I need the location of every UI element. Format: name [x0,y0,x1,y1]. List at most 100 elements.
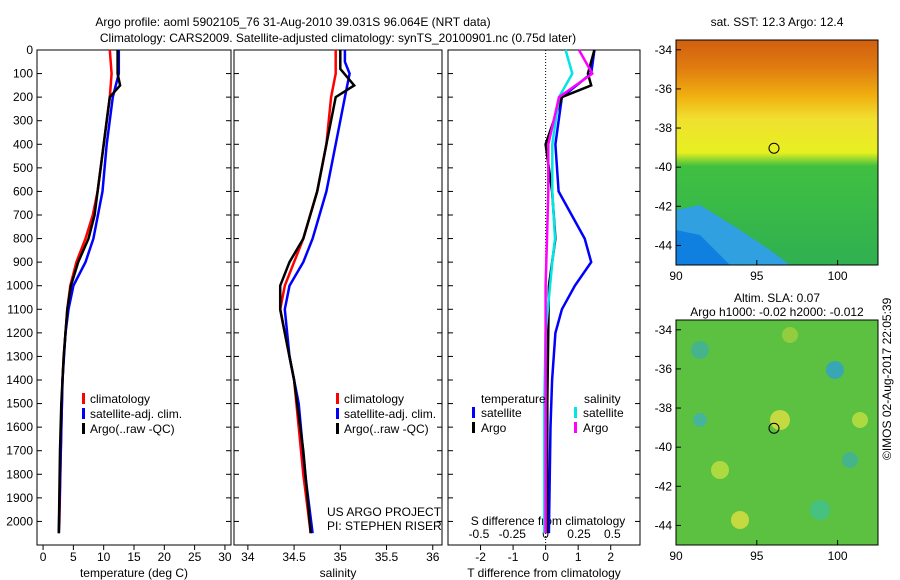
plot-frame [36,49,232,546]
plot-frame [447,49,641,546]
series-satellite [283,50,351,534]
lat-tick-label: -36 [655,82,673,96]
cold-water-core [676,230,730,265]
y-tick-label: 100 [13,67,33,81]
lat-tick-label: -38 [655,121,673,135]
lon-tick-label: 100 [828,269,848,283]
legend-swatch [82,408,85,419]
y-tick-label: 500 [13,161,33,175]
y-tick-label: 800 [13,232,33,246]
x-tick-label: 0 [40,550,47,564]
y-tick-label: 1200 [6,326,33,340]
legend-label: satellite-adj. clim. [344,407,436,421]
legend-label: climatology [344,392,404,406]
lat-tick-label: -36 [655,362,673,376]
y-tick-label: 1600 [6,420,33,434]
float-position-marker [768,142,780,154]
x-tick-label: 30 [218,550,232,564]
x-tick-label: 10 [97,550,111,564]
sla-map-title-2: Argo h1000: -0.02 h2000: -0.012 [690,305,864,319]
sst-map: sat. SST: 12.3 Argo: 12.4 [675,15,879,266]
legend-swatch [82,423,85,434]
y-tick-label: 1000 [6,279,33,293]
x-tick-label: -1 [508,550,519,564]
legend-label: Argo(..raw -QC) [344,422,429,436]
y-tick-label: 1100 [7,302,33,316]
lat-tick-label: -44 [655,518,673,532]
lon-tick-label: 100 [828,549,848,563]
x-tick-label: 5 [70,550,77,564]
lat-tick-label: -38 [655,401,673,415]
x-tick-label: 34.5 [282,550,306,564]
project-annotation: PI: STEPHEN RISER [327,519,442,533]
x-axis-label: T difference from climatology [467,566,621,580]
y-tick-label: 1800 [6,467,33,481]
lon-tick-label: 90 [669,549,683,563]
x-axis-label: salinity [320,566,357,580]
legend-swatch [336,408,339,419]
lat-tick-label: -42 [655,479,673,493]
sst-map-title: sat. SST: 12.3 Argo: 12.4 [711,15,844,29]
sla-anomaly [691,341,709,359]
legend-label: climatology [90,392,150,406]
series-climatology [57,49,113,534]
sla-anomaly [826,361,844,379]
series-argo [278,50,357,534]
y-tick-label: 700 [13,208,33,222]
sla-anomaly [782,327,798,343]
legend-label: Argo [583,421,609,435]
y-tick-label: 200 [13,90,33,104]
plot-frame [233,49,443,546]
legend-swatch [336,423,339,434]
x-tick-label: -2 [475,550,486,564]
y-tick-label: 1900 [6,491,33,505]
y-tick-label: 600 [13,184,33,198]
x-tick-label: 2 [607,550,614,564]
lat-tick-label: -40 [655,160,673,174]
lat-tick-label: -34 [655,323,673,337]
credit-label: ©IMOS 02-Aug-2017 22:05:39 [880,297,894,460]
series-satellite [57,50,121,534]
s-tick-label: 0.25 [567,527,591,541]
legend-swatch [336,393,339,404]
legend-label: satellite-adj. clim. [90,407,182,421]
lon-tick-label: 90 [669,269,683,283]
legend-label: Argo [481,421,507,435]
series-argo [57,50,122,534]
legend-title: salinity [584,392,621,406]
s-tick-label: -0.5 [469,527,490,541]
legend-swatch [82,393,85,404]
s-tick-label: 0.5 [604,527,621,541]
sst-map-frame [675,39,879,266]
lat-tick-label: -44 [655,238,673,252]
sla-map-frame [675,319,879,546]
series-s-argo [544,49,594,534]
sla-map: Altim. SLA: 0.07 Argo h1000: -0.02 h2000… [675,291,879,546]
legend-swatch [472,407,475,418]
y-tick-label: 900 [13,255,33,269]
salinity-panel: 34 34.5 35 35.5 36 salinity climatologysatelli… [233,49,443,580]
legend-title: temperature [481,392,546,406]
temperature-panel: 0 100 200 300 400 500 600 700 800 900 1000 1100 1200… [6,43,232,580]
sla-anomaly [770,410,790,430]
x-tick-label: 35.5 [375,550,399,564]
y-tick-label: 400 [13,137,33,151]
y-tick-label: 300 [13,114,33,128]
sla-anomaly [711,461,729,479]
sla-anomaly [852,412,868,428]
s-tick-label: -0.25 [499,527,527,541]
difference-panel: -2 -1 0 1 2 T difference from climatology -0.5… [447,49,641,580]
series-climatology [278,50,337,534]
legend-swatch [574,407,577,418]
lat-tick-label: -40 [655,440,673,454]
legend-swatch [574,422,577,433]
lon-tick-label: 95 [750,269,764,283]
sla-anomaly [810,500,830,520]
x-tick-label: 0 [542,550,549,564]
x-tick-label: 15 [127,550,141,564]
x-tick-label: 35 [334,550,348,564]
lat-tick-label: -34 [655,43,673,57]
x-tick-label: 20 [158,550,172,564]
y-tick-label: 1300 [6,349,33,363]
